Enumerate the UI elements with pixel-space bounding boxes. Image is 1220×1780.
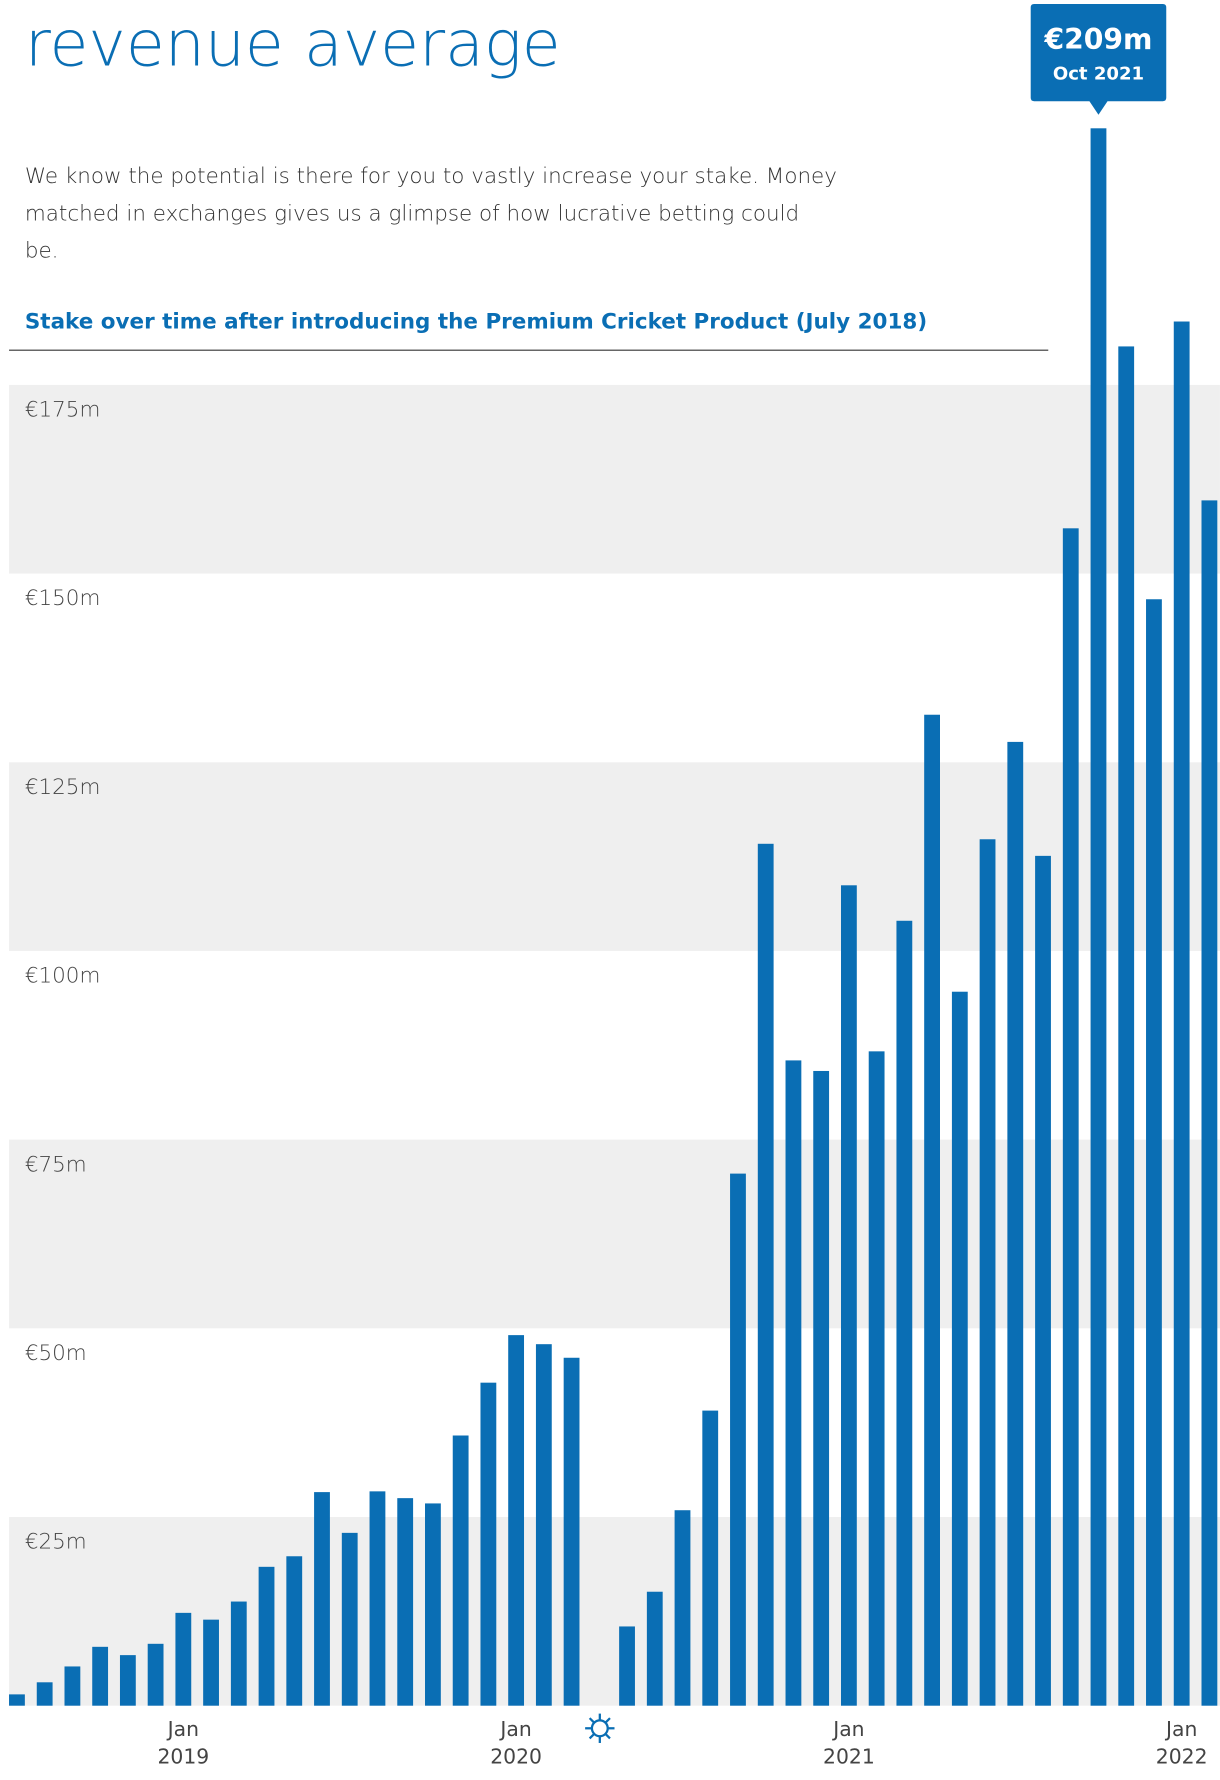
grid-band	[9, 384, 1220, 574]
bar	[147, 1643, 164, 1706]
bar	[951, 991, 968, 1706]
bar	[702, 1410, 719, 1706]
bar	[1007, 741, 1024, 1706]
bar	[369, 1491, 386, 1706]
y-tick-label: €150m	[25, 586, 101, 611]
callout	[1030, 4, 1167, 115]
bar	[840, 885, 857, 1706]
bar	[119, 1655, 136, 1706]
bar	[175, 1612, 192, 1706]
bar	[1035, 855, 1051, 1706]
x-tick-label: Jan 2019	[157, 1718, 210, 1769]
bar	[341, 1532, 358, 1706]
bar	[36, 1682, 53, 1706]
x-tick-label: Jan 2020	[490, 1718, 542, 1769]
page-title: revenue average	[24, 7, 561, 82]
value-label: €209m	[1043, 23, 1152, 56]
bar	[397, 1498, 414, 1706]
value-note: Oct 2021	[1053, 64, 1144, 85]
subtitle: We know the potential is there for you t…	[24, 163, 837, 264]
bar	[785, 1060, 802, 1706]
y-tick-label: €25m	[25, 1530, 87, 1555]
bar	[813, 1070, 830, 1706]
y-tick-label: €50m	[25, 1341, 87, 1366]
bar	[314, 1492, 330, 1706]
y-tick-label: €175m	[25, 398, 101, 423]
y-tick-label: €75m	[25, 1152, 87, 1177]
bar	[480, 1382, 497, 1706]
bar	[1201, 500, 1218, 1706]
bar	[452, 1435, 469, 1706]
bar	[1146, 599, 1162, 1706]
bar	[1173, 321, 1190, 1706]
bar	[730, 1173, 746, 1706]
bar	[92, 1646, 109, 1706]
bar	[1118, 346, 1135, 1706]
x-tick-label: Jan 2022	[1155, 1718, 1208, 1769]
bar	[9, 1694, 25, 1706]
bar	[646, 1591, 663, 1706]
bar	[230, 1601, 247, 1706]
bar	[619, 1626, 635, 1706]
bar	[674, 1510, 691, 1706]
bar	[425, 1503, 441, 1706]
bar	[286, 1556, 303, 1706]
virus-icon	[585, 1713, 615, 1743]
bar	[535, 1344, 552, 1706]
bar	[868, 1051, 885, 1706]
bar	[508, 1335, 525, 1706]
bar	[979, 839, 996, 1706]
bar	[203, 1619, 219, 1706]
x-tick-label: Jan 2021	[823, 1718, 875, 1769]
bar	[1062, 528, 1079, 1706]
bar	[1090, 128, 1107, 1706]
chart-title: Stake over time after introducing the Pr…	[24, 309, 928, 335]
y-tick-label: €125m	[25, 775, 101, 800]
bar	[757, 843, 774, 1706]
bar	[896, 920, 913, 1706]
bar	[563, 1357, 580, 1706]
bar	[64, 1666, 81, 1706]
bar	[258, 1566, 275, 1706]
bar	[924, 714, 940, 1706]
y-tick-label: €100m	[25, 964, 101, 989]
